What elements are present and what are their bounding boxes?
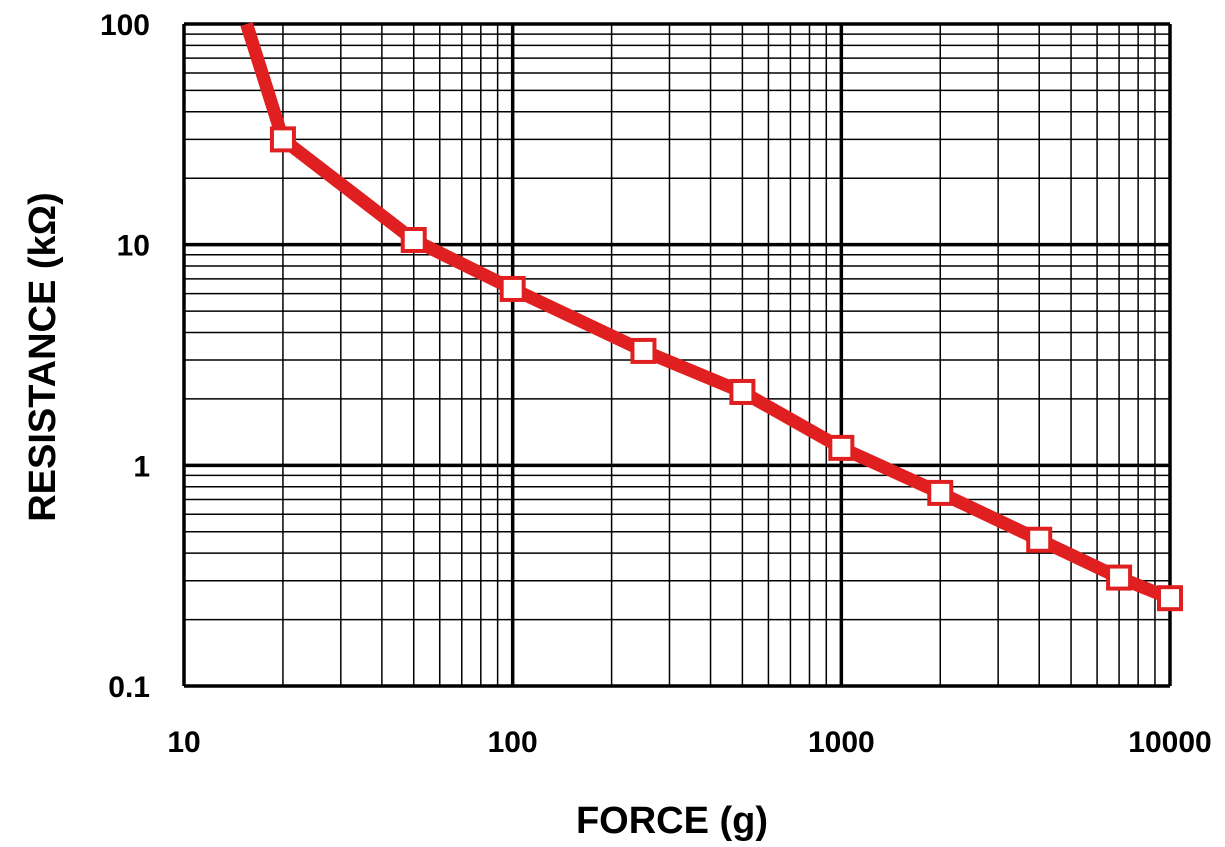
y-tick-label: 0.1 (108, 671, 150, 704)
tick-labels: 10 100 1000 10000 0.1 1 10 100 (100, 9, 1212, 759)
data-point-marker (400, 226, 427, 253)
data-point-marker (499, 275, 526, 302)
x-tick-label: 10000 (1128, 726, 1211, 759)
data-point-marker (927, 479, 954, 506)
data-point-marker (729, 378, 756, 405)
x-tick-label: 1000 (808, 726, 875, 759)
y-tick-label: 10 (117, 230, 150, 263)
data-point-marker (630, 337, 657, 364)
data-point-marker (828, 434, 855, 461)
series-layer (240, 22, 1183, 612)
data-point-marker (1157, 585, 1183, 612)
minor-gridlines (184, 24, 1170, 686)
data-point-marker (1026, 526, 1053, 553)
data-point-marker (1106, 564, 1133, 591)
y-axis-title: RESISTANCE (kΩ) (22, 192, 64, 522)
data-point-marker (269, 126, 296, 153)
y-tick-label: 1 (133, 450, 150, 483)
major-gridlines (182, 22, 1172, 688)
y-tick-label: 100 (100, 9, 150, 42)
x-axis-title: FORCE (g) (576, 800, 768, 842)
x-tick-label: 100 (488, 726, 538, 759)
x-tick-label: 10 (167, 726, 200, 759)
